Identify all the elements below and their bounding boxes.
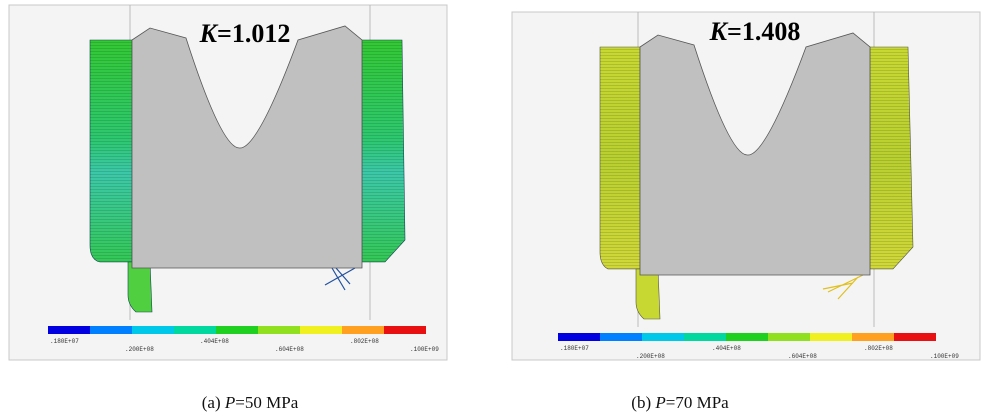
colorbar-label: .802E+08 xyxy=(350,338,379,345)
k-value: K=1.012 xyxy=(199,19,291,48)
colorbar xyxy=(558,333,936,341)
colorbar-label: .100E+09 xyxy=(930,353,959,360)
band-texture xyxy=(90,40,132,262)
colorbar-label: .100E+09 xyxy=(410,346,439,353)
colorbar-label: .604E+08 xyxy=(275,346,304,353)
panel-a: K=1.012 .180E+07 .200E+08 .404E+08 .604E… xyxy=(9,5,447,360)
colorbar-label: .180E+07 xyxy=(50,338,79,345)
band-texture xyxy=(362,40,405,262)
lower-tab xyxy=(636,269,660,319)
band-texture xyxy=(870,47,913,269)
colorbar xyxy=(48,326,426,334)
panel-b: K=1.408 .180E+07 .200E+08 .404E+08 .604E… xyxy=(512,12,980,360)
colorbar-label: .404E+08 xyxy=(712,345,741,352)
caption: (b) P=70 MPa xyxy=(631,393,729,412)
lower-tab xyxy=(128,262,152,312)
colorbar-label: .404E+08 xyxy=(200,338,229,345)
colorbar-label: .200E+08 xyxy=(636,353,665,360)
colorbar-label: .200E+08 xyxy=(125,346,154,353)
colorbar-label: .802E+08 xyxy=(864,345,893,352)
caption: (a) P=50 MPa xyxy=(202,393,299,412)
figure: K=1.012 .180E+07 .200E+08 .404E+08 .604E… xyxy=(0,0,987,419)
colorbar-label: .604E+08 xyxy=(788,353,817,360)
colorbar-label: .180E+07 xyxy=(560,345,589,352)
band-texture xyxy=(600,47,640,269)
k-value: K=1.408 xyxy=(709,17,801,46)
